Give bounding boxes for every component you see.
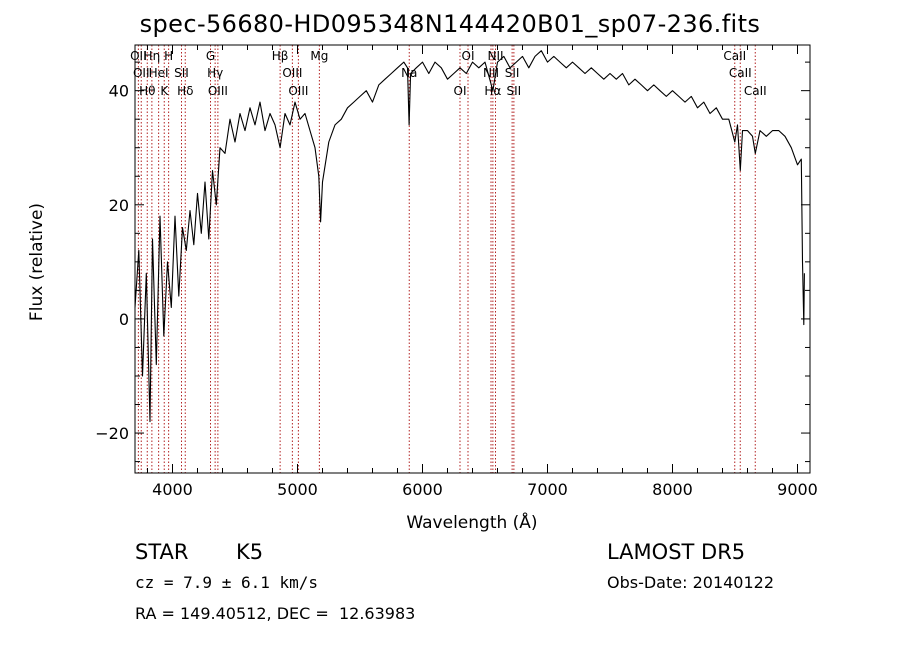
x-tick-label: 5000 — [277, 480, 318, 499]
spectral-line-label: OI — [454, 84, 467, 98]
spectral-line-label: Hη — [144, 49, 161, 63]
data-release: LAMOST DR5 — [607, 540, 746, 564]
observation-date: Obs-Date: 20140122 — [607, 573, 775, 592]
spectral-line-label: SII — [174, 66, 189, 80]
spectral-line-label: Mg — [310, 49, 328, 63]
spectral-line-label: Hθ — [139, 84, 155, 98]
spectral-line-label: OII — [133, 66, 150, 80]
spectral-line-label: OI — [462, 49, 475, 63]
spectral-line-label: OIII — [288, 84, 308, 98]
x-tick-label: 7000 — [527, 480, 568, 499]
spectrum-line — [134, 50, 805, 423]
spectral-line-label: Hδ — [177, 84, 193, 98]
spectral-line-label: Na — [401, 66, 417, 80]
spectral-line-label: SII — [507, 84, 522, 98]
y-tick-label: −20 — [95, 424, 129, 443]
axes: 4000 5000 6000 7000 8000 9000 −20 0 20 40 — [95, 44, 818, 499]
spectral-line-label: SII — [505, 66, 520, 80]
x-axis-label: Wavelength (Å) — [406, 511, 537, 533]
spectral-line-label: CaII — [723, 49, 746, 63]
plot-frame — [134, 44, 811, 474]
spectrum-series — [134, 50, 805, 423]
y-tick-label: 40 — [109, 82, 129, 101]
spectral-line-label: G — [206, 49, 215, 63]
y-axis-label: Flux (relative) — [27, 203, 47, 321]
object-class: STAR — [135, 540, 189, 564]
spectral-line-label: H — [164, 49, 173, 63]
spectral-line-label: OIII — [208, 84, 228, 98]
spectral-line-label: Hγ — [207, 66, 223, 80]
redshift-text: cz = 7.9 ± 6.1 km/s — [135, 573, 319, 592]
x-tick-label: 9000 — [777, 480, 818, 499]
spectral-line-labels: OIIOIIHθHηHeIKHSIIHδGHγOIIIHβOIIIOIIIMgN… — [130, 49, 767, 98]
spectral-line-label: Hβ — [272, 49, 289, 63]
x-tick-label: 4000 — [152, 480, 193, 499]
spectral-line-label: K — [160, 84, 169, 98]
spectral-line-label: CaII — [744, 84, 767, 98]
y-tick-label: 20 — [109, 196, 129, 215]
x-tick-label: 8000 — [652, 480, 693, 499]
spectral-line-label: HeI — [149, 66, 169, 80]
spectral-line-label: OII — [130, 49, 147, 63]
y-tick-label: 0 — [119, 310, 129, 329]
spectral-line-label: OIII — [282, 66, 302, 80]
object-subclass: K5 — [236, 540, 264, 564]
x-tick-label: 6000 — [402, 480, 443, 499]
chart-title: spec-56680-HD095348N144420B01_sp07-236.f… — [139, 10, 761, 38]
coordinates-text: RA = 149.40512, DEC = 12.63983 — [135, 604, 416, 623]
spectral-line-label: CaII — [729, 66, 752, 80]
spectral-line-label: NII — [487, 49, 503, 63]
spectral-line-markers — [137, 45, 756, 473]
